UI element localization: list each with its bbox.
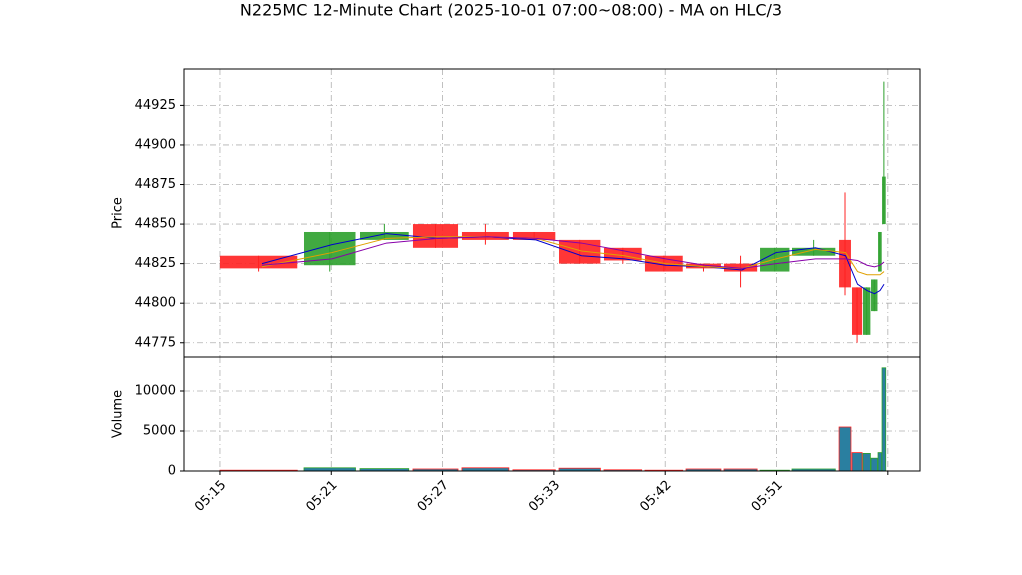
candle-body <box>791 247 836 256</box>
candle-body <box>559 239 601 264</box>
y-axis-label: Price <box>111 197 126 229</box>
candle-body <box>851 287 863 335</box>
candle-body <box>359 231 409 240</box>
candle-body <box>412 224 459 248</box>
candle-body <box>839 239 851 288</box>
price-frame <box>183 68 921 358</box>
volume-tick-label: 0 <box>168 464 176 479</box>
y-tick-label: 44850 <box>135 217 176 232</box>
candle-body <box>882 176 886 225</box>
x-tick-label: 05:51 <box>749 478 786 515</box>
x-tick-label: 05:33 <box>526 478 563 515</box>
candle-body <box>686 263 721 269</box>
candle-body <box>871 279 878 312</box>
volume-bar <box>851 452 863 472</box>
x-tick-label: 05:42 <box>637 478 674 515</box>
candle-body <box>878 231 882 272</box>
candle-body <box>863 287 871 335</box>
volume-bar <box>838 426 852 472</box>
y-tick-label: 44775 <box>135 335 176 350</box>
candle-body <box>723 263 758 272</box>
y-tick-label: 44900 <box>135 137 176 152</box>
volume-tick-label: 10000 <box>135 384 176 399</box>
volume-bar <box>870 457 878 472</box>
x-tick-label: 05:27 <box>415 478 452 515</box>
volume-bar <box>881 367 887 472</box>
x-tick-label: 05:21 <box>303 478 340 515</box>
volume-bar <box>862 452 871 472</box>
ma-line <box>261 236 885 269</box>
volume-bar <box>877 452 883 472</box>
ma-line <box>261 236 885 276</box>
volume-axis-label: Volume <box>111 390 126 438</box>
candle-body <box>461 231 509 240</box>
x-tick-label: 05:15 <box>192 478 229 515</box>
y-tick-label: 44925 <box>135 98 176 113</box>
volume-frame <box>183 356 921 472</box>
y-tick-label: 44800 <box>135 296 176 311</box>
chart-title: N225MC 12-Minute Chart (2025-10-01 07:00… <box>240 1 782 20</box>
volume-tick-label: 5000 <box>143 424 176 439</box>
y-tick-label: 44825 <box>135 256 176 271</box>
y-tick-label: 44875 <box>135 177 176 192</box>
candle-body <box>512 231 556 240</box>
